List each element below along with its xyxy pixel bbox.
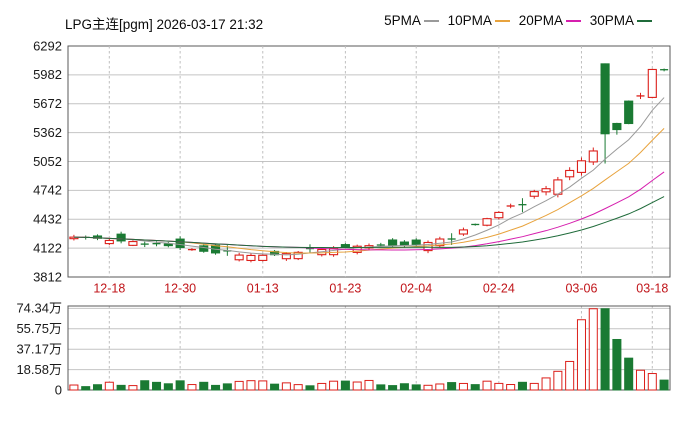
svg-text:12-30: 12-30 [164,282,196,296]
svg-text:03-18: 03-18 [636,282,668,296]
svg-text:6292: 6292 [33,38,62,53]
svg-text:3812: 3812 [33,269,62,284]
svg-text:74.34万: 74.34万 [16,301,62,316]
svg-text:4122: 4122 [33,240,62,255]
svg-text:01-13: 01-13 [247,282,279,296]
svg-text:5982: 5982 [33,67,62,82]
svg-text:12-18: 12-18 [93,282,125,296]
svg-text:5672: 5672 [33,96,62,111]
svg-text:4742: 4742 [33,183,62,198]
svg-text:4432: 4432 [33,212,62,227]
svg-text:02-24: 02-24 [483,282,515,296]
svg-text:18.58万: 18.58万 [16,362,62,377]
svg-text:55.75万: 55.75万 [16,321,62,336]
svg-text:37.17万: 37.17万 [16,341,62,356]
svg-text:03-06: 03-06 [565,282,597,296]
svg-text:0: 0 [55,382,62,397]
svg-text:5362: 5362 [33,125,62,140]
svg-text:01-23: 01-23 [329,282,361,296]
svg-text:02-04: 02-04 [400,282,432,296]
svg-text:5052: 5052 [33,154,62,169]
